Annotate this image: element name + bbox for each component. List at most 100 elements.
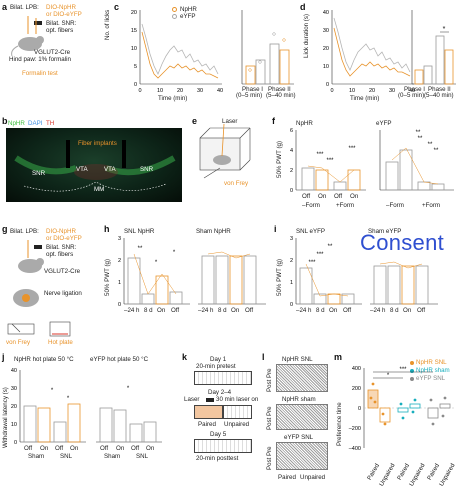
k-laser-marker	[206, 398, 214, 402]
c-xtick-1: 10	[157, 88, 163, 94]
d-xlabel: Time (min)	[350, 95, 380, 102]
panel-k-label: k	[182, 352, 188, 362]
panel-g-label: g	[2, 224, 8, 234]
panel-a-line4: Bilat. SNR:	[46, 20, 77, 27]
m-legend-swatch-0	[410, 361, 414, 365]
h-ytick-1: 1	[118, 280, 121, 286]
h-sig-0: **	[138, 246, 143, 252]
c-ylabel: No. of licks	[104, 9, 111, 40]
m-sig-1: ***	[399, 367, 407, 373]
h-ytick-3: 3	[118, 236, 121, 242]
d-series-nphr	[333, 27, 411, 77]
f-title-nphr: NpHR	[296, 120, 313, 127]
panel-f-label: f	[272, 116, 275, 126]
f-group-plus: +Form	[336, 202, 355, 209]
chart-f: 0 2 4 6 *** *** *** ** ** ** **	[290, 128, 454, 194]
b-legend-th: TH	[46, 120, 55, 127]
i-title-snl: SNL eYFP	[296, 228, 326, 235]
f-group-plus-2: +Form	[422, 202, 441, 209]
k-pretest: 20-min pretest	[196, 363, 236, 370]
test-icons	[7, 321, 71, 337]
c-xtick-4: 40	[217, 88, 223, 94]
j-ylabel: Withdrawal latency (s)	[2, 387, 9, 448]
j-group-sham: Sham	[28, 453, 45, 460]
chart-m: –400 –200 0 200 400 * ***	[349, 366, 454, 452]
m-ytick-4: 400	[352, 366, 361, 372]
l-side-2: Pre	[266, 406, 273, 416]
i-ylabel: 50% PWT (g)	[276, 258, 283, 296]
k-day5: Day 5	[210, 431, 227, 438]
l-track-1	[276, 404, 328, 430]
j-ytick-0: 0	[14, 440, 17, 446]
panel-a-line1: Bilat. LPB:	[10, 4, 39, 11]
h-ytick-2: 2	[118, 258, 121, 264]
c-legend-eyfp-swatch	[172, 14, 177, 19]
c-ytick-0: 0	[134, 82, 137, 88]
g-line6: VGLUT2-Cre	[44, 268, 81, 275]
fiber-marker	[34, 21, 42, 25]
f-sig-6: **	[434, 148, 439, 154]
i-ytick-1: 1	[290, 280, 293, 286]
d-ytick-1: 10	[323, 64, 329, 70]
c-phase1-sub: (0–5 min)	[236, 92, 263, 99]
l-xlabel-paired: Paired	[278, 474, 296, 481]
m-xtick-4: Paired	[426, 462, 442, 482]
j-ytick-1: 10	[11, 422, 17, 428]
c-bar-p2-eyfp	[279, 49, 290, 85]
k-unpaired: Unpaired	[224, 421, 250, 428]
chart-d-line: 0 10 20 30 40 0 10 20 30 40	[323, 10, 415, 94]
j-group-snl-2: SNL	[136, 453, 149, 460]
l-track-2	[276, 442, 328, 470]
fiber-marker-g	[34, 245, 42, 249]
micrograph	[6, 128, 182, 202]
consent-overlay[interactable]: Consent	[360, 230, 445, 255]
d-sig: *	[443, 26, 446, 33]
i-ytick-0: 0	[290, 302, 293, 308]
d-bar-p1-eyfp	[423, 65, 433, 85]
l-side-3: Post	[266, 417, 273, 430]
d-ytick-4: 40	[323, 10, 329, 16]
d-bar-p2-eyfp	[444, 49, 454, 85]
g-line7: Nerve ligation	[44, 290, 82, 297]
h-title-sham: Sham NpHR	[196, 228, 231, 235]
h-title-snl: SNL NpHR	[124, 228, 155, 235]
panel-m-label: m	[334, 352, 343, 362]
f-xtick-1: On	[318, 193, 327, 200]
f-title-eyfp: eYFP	[376, 120, 392, 127]
c-phase1: Phase I	[242, 86, 263, 93]
c-legend-eyfp: eYFP	[180, 13, 196, 20]
f-xtick-0: Off	[302, 193, 311, 200]
c-xtick-3: 30	[197, 88, 203, 94]
k-box2-unpaired	[223, 405, 252, 419]
c-xtick-0: 0	[138, 88, 141, 94]
k-box3	[194, 439, 252, 453]
i-xtick-3: Off	[343, 307, 352, 314]
j-sig-0: *	[51, 388, 54, 394]
j-xtick-4: Off	[100, 445, 109, 452]
g-line4: Bilat. SNR:	[46, 244, 77, 251]
m-legend-swatch-2	[410, 377, 414, 381]
k-day24: Day 2–4	[208, 389, 232, 396]
h-xtick-5: 8 d	[218, 307, 227, 314]
i-sig-1: ***	[316, 252, 324, 258]
b-mm: MM	[94, 186, 105, 193]
i-xtick-5: 8 d	[390, 307, 399, 314]
f-xtick-3: On	[350, 193, 359, 200]
f-ytick-1: 2	[290, 168, 293, 174]
d-phase1-sub: (0–5 min)	[398, 92, 425, 99]
m-legend-swatch-1	[410, 369, 414, 373]
h-xtick-4: –24 h	[198, 307, 214, 314]
panel-e-label: e	[192, 116, 198, 126]
i-xtick-2: On	[329, 307, 338, 314]
l-side-5: Post	[266, 457, 273, 470]
i-sig-0: **	[328, 244, 333, 250]
b-fiber: Fiber implants	[78, 140, 117, 147]
k-laseron: 30 min laser on	[216, 396, 259, 403]
d-xtick-1: 10	[349, 88, 355, 94]
j-xtick-7: On	[146, 445, 155, 452]
d-bar-p2-nphr	[435, 35, 445, 85]
panel-l-label: l	[262, 352, 265, 362]
l-row-1: NpHR sham	[282, 396, 316, 403]
m-legend-2: eYFP SNL	[416, 375, 446, 382]
i-xtick-0: –24 h	[296, 307, 312, 314]
